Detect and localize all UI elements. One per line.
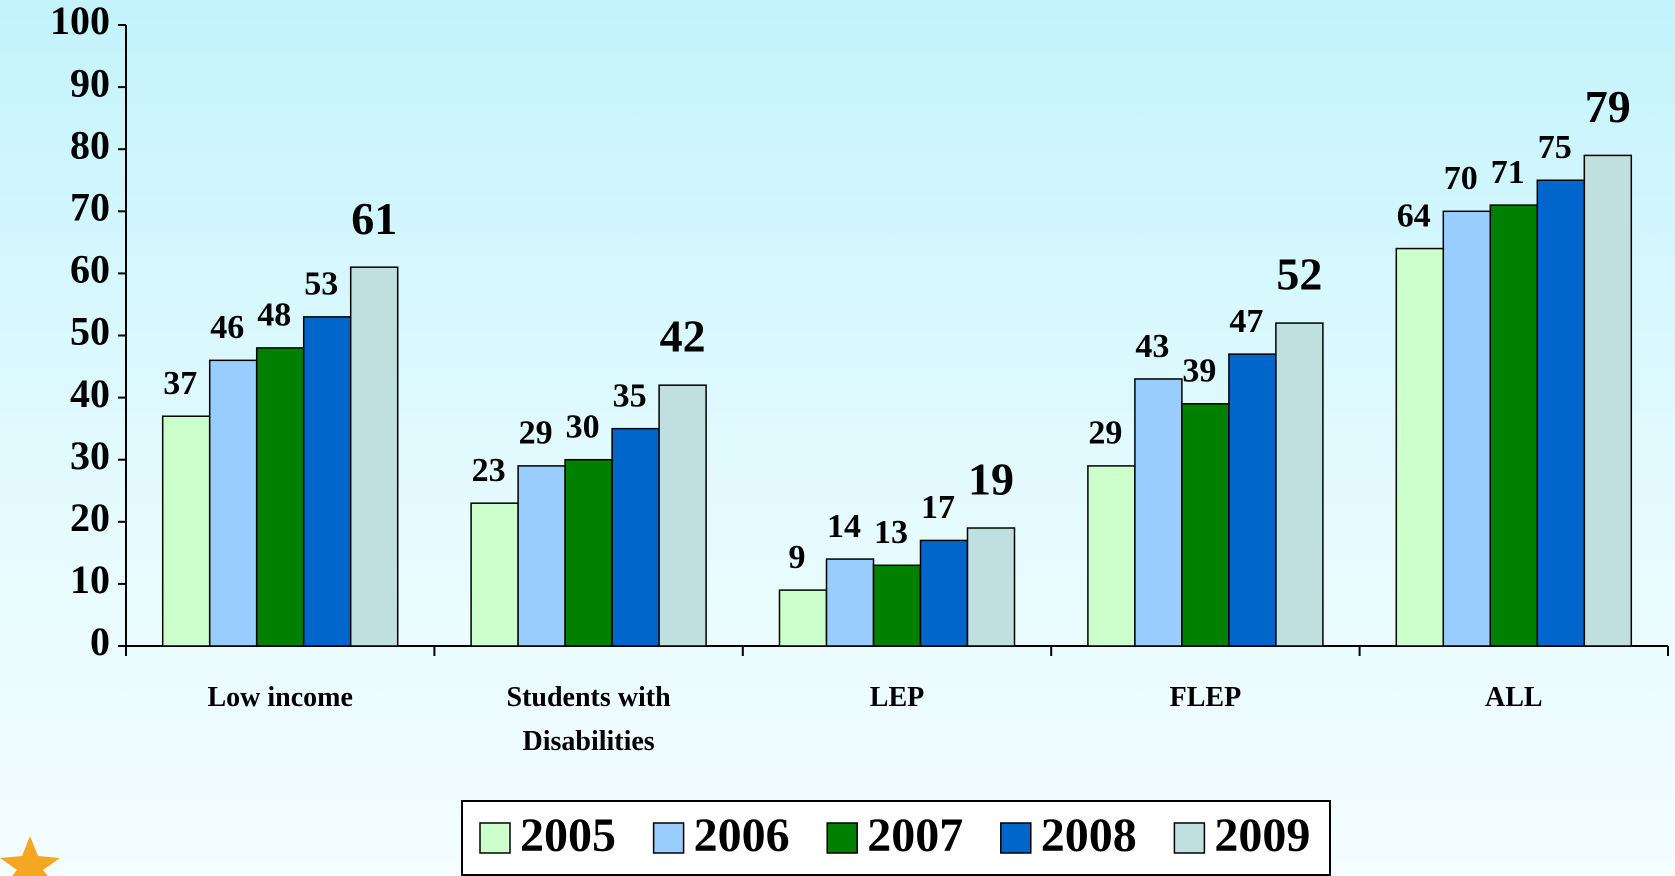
legend-label: 2007 [867, 809, 963, 862]
bar [1536, 179, 1586, 647]
y-tick-label: 100 [50, 0, 110, 43]
bar [208, 359, 258, 647]
bar [825, 558, 875, 647]
bar [161, 415, 211, 647]
legend-label: 2009 [1214, 809, 1310, 862]
data-label: 43 [1135, 328, 1169, 365]
star-icon [0, 836, 60, 876]
data-label: 42 [660, 311, 706, 362]
y-tick-label: 60 [70, 247, 110, 292]
data-label: 39 [1182, 353, 1216, 390]
bar [349, 266, 399, 647]
bar [778, 589, 828, 647]
bar [1442, 210, 1492, 647]
y-tick-label: 20 [70, 495, 110, 540]
bar [658, 384, 707, 647]
legend-swatch [652, 822, 685, 854]
bar [1087, 465, 1136, 647]
legend-label: 2008 [1041, 809, 1137, 862]
data-label: 13 [874, 514, 908, 551]
data-label: 23 [472, 452, 506, 489]
data-label: 79 [1585, 81, 1631, 132]
y-tick-label: 40 [70, 371, 110, 416]
legend-swatch [479, 822, 511, 854]
x-tick-label: ALL [1485, 682, 1543, 713]
data-label: 9 [789, 539, 806, 576]
data-label: 30 [566, 408, 600, 445]
data-label: 48 [257, 297, 291, 334]
bar [255, 347, 305, 647]
y-tick-label: 0 [90, 619, 110, 664]
legend-swatch [1173, 822, 1206, 854]
bar [1181, 403, 1230, 647]
bar [1395, 247, 1445, 647]
x-tick-label: Students with Disabilities [506, 682, 671, 757]
data-label: 71 [1491, 154, 1525, 191]
bar [564, 458, 613, 647]
y-tick-label: 10 [70, 557, 110, 602]
data-label: 29 [1088, 415, 1122, 452]
legend-label: 2006 [694, 809, 790, 862]
x-tick-label: LEP [869, 682, 925, 713]
data-label: 17 [921, 489, 955, 526]
bar [1228, 353, 1277, 647]
bar [517, 465, 566, 647]
bar [919, 539, 969, 647]
bar [611, 427, 660, 647]
y-tick-label: 80 [70, 122, 110, 167]
data-label: 75 [1538, 129, 1572, 166]
bar [966, 527, 1016, 647]
legend-swatch [1000, 822, 1032, 854]
y-tick-label: 90 [70, 60, 110, 105]
x-tick-label: FLEP [1169, 682, 1242, 713]
bar [1134, 378, 1183, 647]
data-label: 64 [1397, 197, 1431, 234]
y-tick-label: 70 [70, 184, 110, 229]
legend-label: 2005 [520, 809, 616, 862]
data-label: 14 [827, 508, 861, 545]
legend-swatch [826, 822, 858, 854]
data-label: 46 [210, 309, 244, 346]
data-label: 70 [1444, 160, 1478, 197]
data-label: 29 [519, 415, 553, 452]
data-label: 52 [1276, 249, 1322, 300]
bar [1489, 204, 1539, 647]
y-tick-label: 50 [70, 309, 110, 354]
bar [302, 316, 352, 647]
bar [470, 502, 519, 647]
x-tick-label: Low income [207, 682, 353, 713]
data-label: 61 [351, 193, 397, 244]
data-label: 47 [1229, 303, 1263, 340]
data-label: 35 [613, 377, 647, 414]
bar [1275, 322, 1324, 647]
data-label: 37 [163, 365, 197, 402]
bar [872, 564, 922, 647]
bar [1583, 154, 1633, 647]
data-label: 53 [304, 266, 338, 303]
y-tick-label: 30 [70, 433, 110, 478]
data-label: 19 [968, 454, 1014, 505]
